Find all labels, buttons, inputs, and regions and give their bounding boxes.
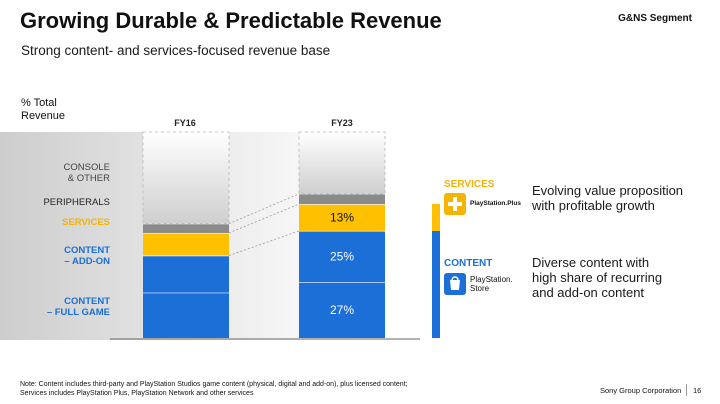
- y-axis-title: % Total Revenue: [21, 97, 91, 123]
- services-desc-line2: with profitable growth: [532, 198, 655, 213]
- legend-peripherals: PERIPHERALS: [43, 197, 110, 208]
- services-side-bar: [432, 204, 440, 231]
- legend-fullgame-line1: CONTENT: [64, 296, 110, 307]
- bar-fy16-console-other: [143, 132, 229, 224]
- connector-line: [228, 203, 300, 234]
- bar-fy16-peripherals: [143, 223, 229, 233]
- legend-fullgame-line2: – FULL GAME: [46, 307, 110, 318]
- footnote: Note: Content includes third-party and P…: [20, 380, 408, 398]
- playstation-plus-icon: [444, 193, 466, 215]
- content-desc-line2: high share of recurring: [532, 270, 663, 285]
- bar-fy23-peripherals: [299, 193, 385, 205]
- legend-services: SERVICES: [62, 217, 110, 228]
- footer-corporation: Sony Group Corporation: [600, 386, 682, 395]
- content-desc-line3: and add-on content: [532, 285, 645, 300]
- data-label-fy23-add-on: 25%: [330, 250, 354, 264]
- playstation-plus-logo-text: PlayStation.Plus: [470, 200, 521, 207]
- legend-peripherals-line1: PERIPHERALS: [43, 197, 110, 208]
- y-axis-title-line2: Revenue: [21, 110, 66, 122]
- services-desc-line1: Evolving value proposition: [532, 183, 684, 198]
- content-side-bar: [432, 230, 440, 338]
- content-heading: CONTENT: [444, 258, 493, 269]
- content-description: Diverse content with high share of recur…: [532, 255, 662, 300]
- y-axis-title-line1: % Total: [21, 97, 57, 109]
- bar-fy23-add-on: [299, 230, 385, 283]
- legend-content-fullgame: CONTENT – FULL GAME: [47, 296, 110, 318]
- playstation-store-logo-text: PlayStation. Store: [470, 275, 513, 293]
- legend-console-other: CONSOLE & OTHER: [64, 162, 110, 184]
- store-logo-line2: Store: [470, 284, 490, 293]
- services-heading: SERVICES: [444, 179, 495, 190]
- services-description: Evolving value proposition with profitab…: [532, 183, 683, 213]
- bar-outline-fy16: [142, 131, 230, 225]
- content-desc-line1: Diverse content with: [532, 255, 650, 270]
- legend-addon-line2: – ADD-ON: [64, 256, 110, 267]
- category-label-fy23: FY23: [331, 118, 353, 128]
- legend-console-line1: CONSOLE: [63, 162, 110, 173]
- playstation-store-icon: [444, 273, 466, 295]
- segment-label: G&NS Segment: [618, 13, 692, 24]
- bar-fy16-services: [143, 232, 229, 256]
- data-label-fy23-full-game: 27%: [330, 303, 354, 317]
- page-number: 16: [693, 386, 702, 395]
- legend-content-addon: CONTENT – ADD-ON: [64, 245, 110, 267]
- bar-outline-fy23: [298, 131, 386, 195]
- bar-fy23-console-other: [299, 132, 385, 194]
- legend-console-line2: & OTHER: [67, 173, 110, 184]
- footnote-line1: Note: Content includes third-party and P…: [20, 381, 408, 388]
- bar-fy23-services: [299, 204, 385, 231]
- bar-fy23-full-game: [299, 282, 385, 338]
- connector-line: [228, 193, 300, 225]
- footer-divider: [686, 384, 687, 396]
- legend-addon-line1: CONTENT: [64, 245, 110, 256]
- page-subtitle: Strong content- and services-focused rev…: [21, 43, 331, 58]
- category-label-fy16: FY16: [174, 118, 196, 128]
- page-title: Growing Durable & Predictable Revenue: [20, 8, 442, 33]
- store-logo-line1: PlayStation.: [470, 275, 513, 284]
- connector-line: [228, 230, 300, 256]
- bar-fy16-add-on: [143, 255, 229, 293]
- bar-fy16-full-game: [143, 292, 229, 338]
- footnote-line2: Services includes PlayStation Plus, Play…: [20, 390, 254, 397]
- legend-services-line1: SERVICES: [62, 217, 110, 228]
- data-label-fy23-services: 13%: [330, 210, 354, 224]
